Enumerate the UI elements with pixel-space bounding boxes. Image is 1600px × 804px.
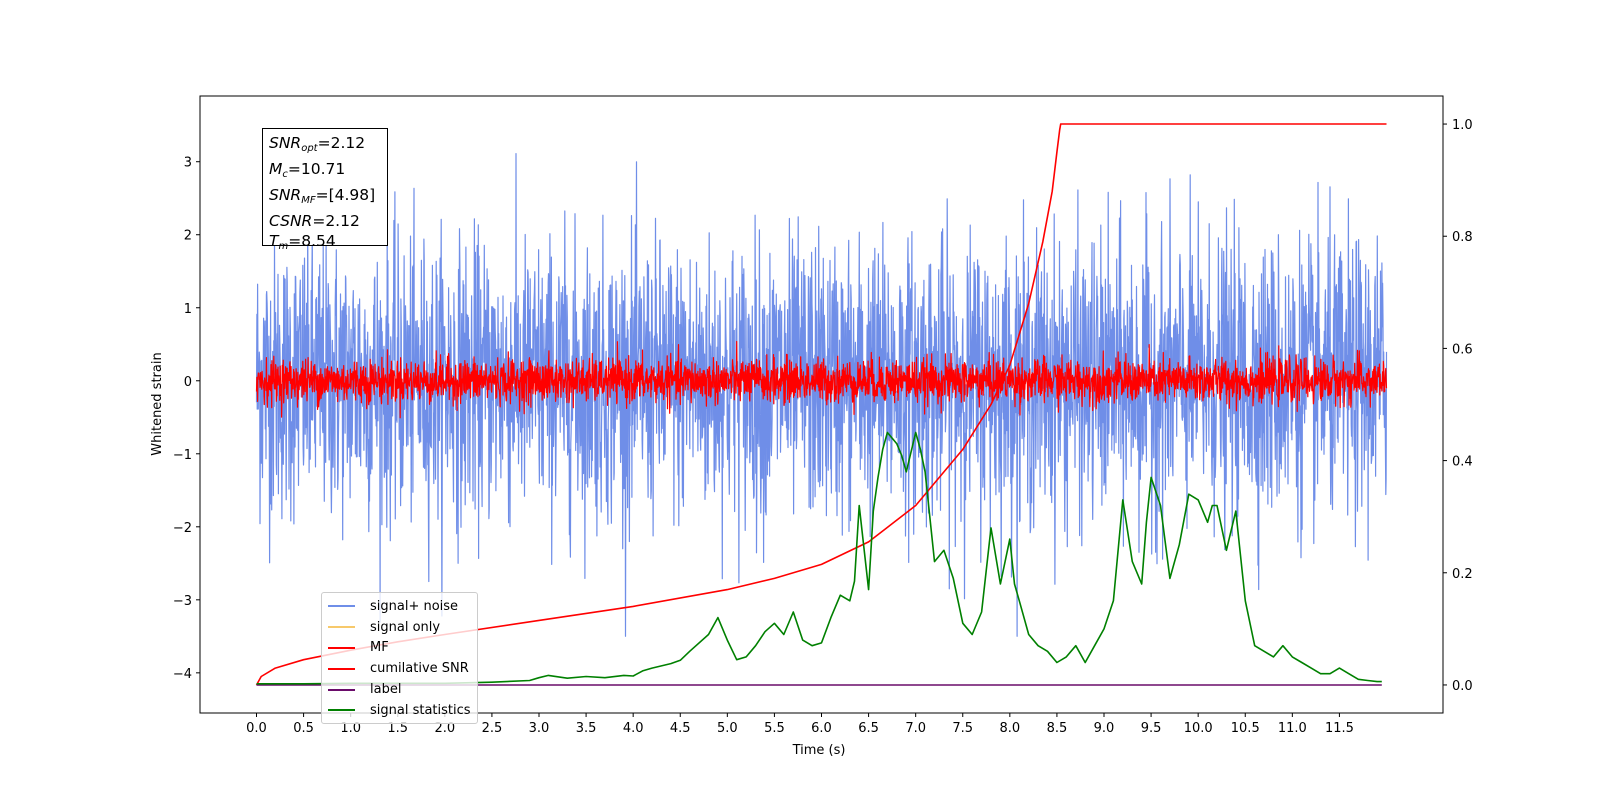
y-tick-label: 1 [184,302,192,317]
series-signal-statistics [256,431,1382,685]
legend-label: label [370,682,402,698]
legend-swatch [328,626,355,629]
y-axis-title: Whitened strain [150,352,165,455]
x-tick-label: 8.5 [1047,721,1068,736]
x-tick-label: 5.5 [764,721,785,736]
x-tick-label: 10.0 [1184,721,1213,736]
y2-tick-label: 0.0 [1452,679,1473,694]
x-tick-label: 9.5 [1141,721,1162,736]
y2-tick-label: 1.0 [1452,118,1473,133]
legend-label: cumilative SNR [370,661,469,677]
mc-line: Mc=10.71 [269,160,346,180]
legend: signal+ noise signal only MF cumilative SNR… [321,592,478,724]
y2-tick-label: 0.6 [1452,342,1473,357]
x-tick-label: 6.5 [858,721,879,736]
y-tick-label: 3 [184,156,192,171]
legend-swatch [328,709,355,712]
x-tick-label: 4.5 [670,721,691,736]
x-tick-label: 10.5 [1231,721,1260,736]
legend-item: signal statistics [328,700,477,721]
y-tick-label: −2 [173,521,192,536]
x-axis-title: Time (s) [792,743,846,758]
legend-item: cumilative SNR [328,658,477,679]
x-tick-label: 11.0 [1278,721,1307,736]
x-tick-label: 0.5 [293,721,314,736]
legend-swatch [328,667,355,670]
legend-swatch [328,605,355,608]
legend-label: signal+ noise [370,598,459,614]
y-tick-label: 2 [184,229,192,244]
snr-mf-line: SNRMF=[4.98] [269,186,376,206]
x-tick-label: 11.5 [1325,721,1354,736]
tm-line: Tm=8.54 [269,232,336,252]
y2-tick-label: 0.4 [1452,455,1473,470]
legend-item: MF [328,638,477,659]
series-signal-noise [255,153,1388,637]
y2-tick-label: 0.2 [1452,567,1473,582]
y-tick-label: 0 [184,375,192,390]
x-tick-label: 6.0 [811,721,832,736]
x-tick-label: 0.0 [246,721,267,736]
y-tick-label: −4 [173,667,192,682]
legend-label: signal statistics [370,702,471,718]
y2-tick-label: 0.8 [1452,230,1473,245]
csnr-line: CSNR=2.12 [269,212,360,230]
x-tick-label: 8.0 [999,721,1020,736]
x-tick-label: 7.5 [952,721,973,736]
legend-label: MF [370,640,389,656]
legend-label: signal only [370,619,441,635]
x-tick-label: 7.0 [905,721,926,736]
legend-item: label [328,679,477,700]
series-mf [255,340,1388,419]
y-tick-label: −3 [173,594,192,609]
x-tick-label: 1.0 [340,721,361,736]
x-tick-label: 1.5 [387,721,408,736]
x-tick-label: 5.0 [717,721,738,736]
x-tick-label: 2.0 [434,721,455,736]
legend-item: signal only [328,617,477,638]
x-tick-label: 3.5 [576,721,597,736]
x-tick-label: 2.5 [482,721,503,736]
legend-swatch [328,646,355,649]
legend-item: signal+ noise [328,596,477,617]
x-tick-label: 4.0 [623,721,644,736]
stats-info-box: SNRopt=2.12 Mc=10.71 SNRMF=[4.98] CSNR=2… [262,128,388,252]
legend-swatch [328,688,355,691]
x-tick-label: 3.0 [529,721,550,736]
x-tick-label: 9.0 [1094,721,1115,736]
y-tick-label: −1 [173,448,192,463]
snr-opt-line: SNRopt=2.12 [269,134,366,154]
